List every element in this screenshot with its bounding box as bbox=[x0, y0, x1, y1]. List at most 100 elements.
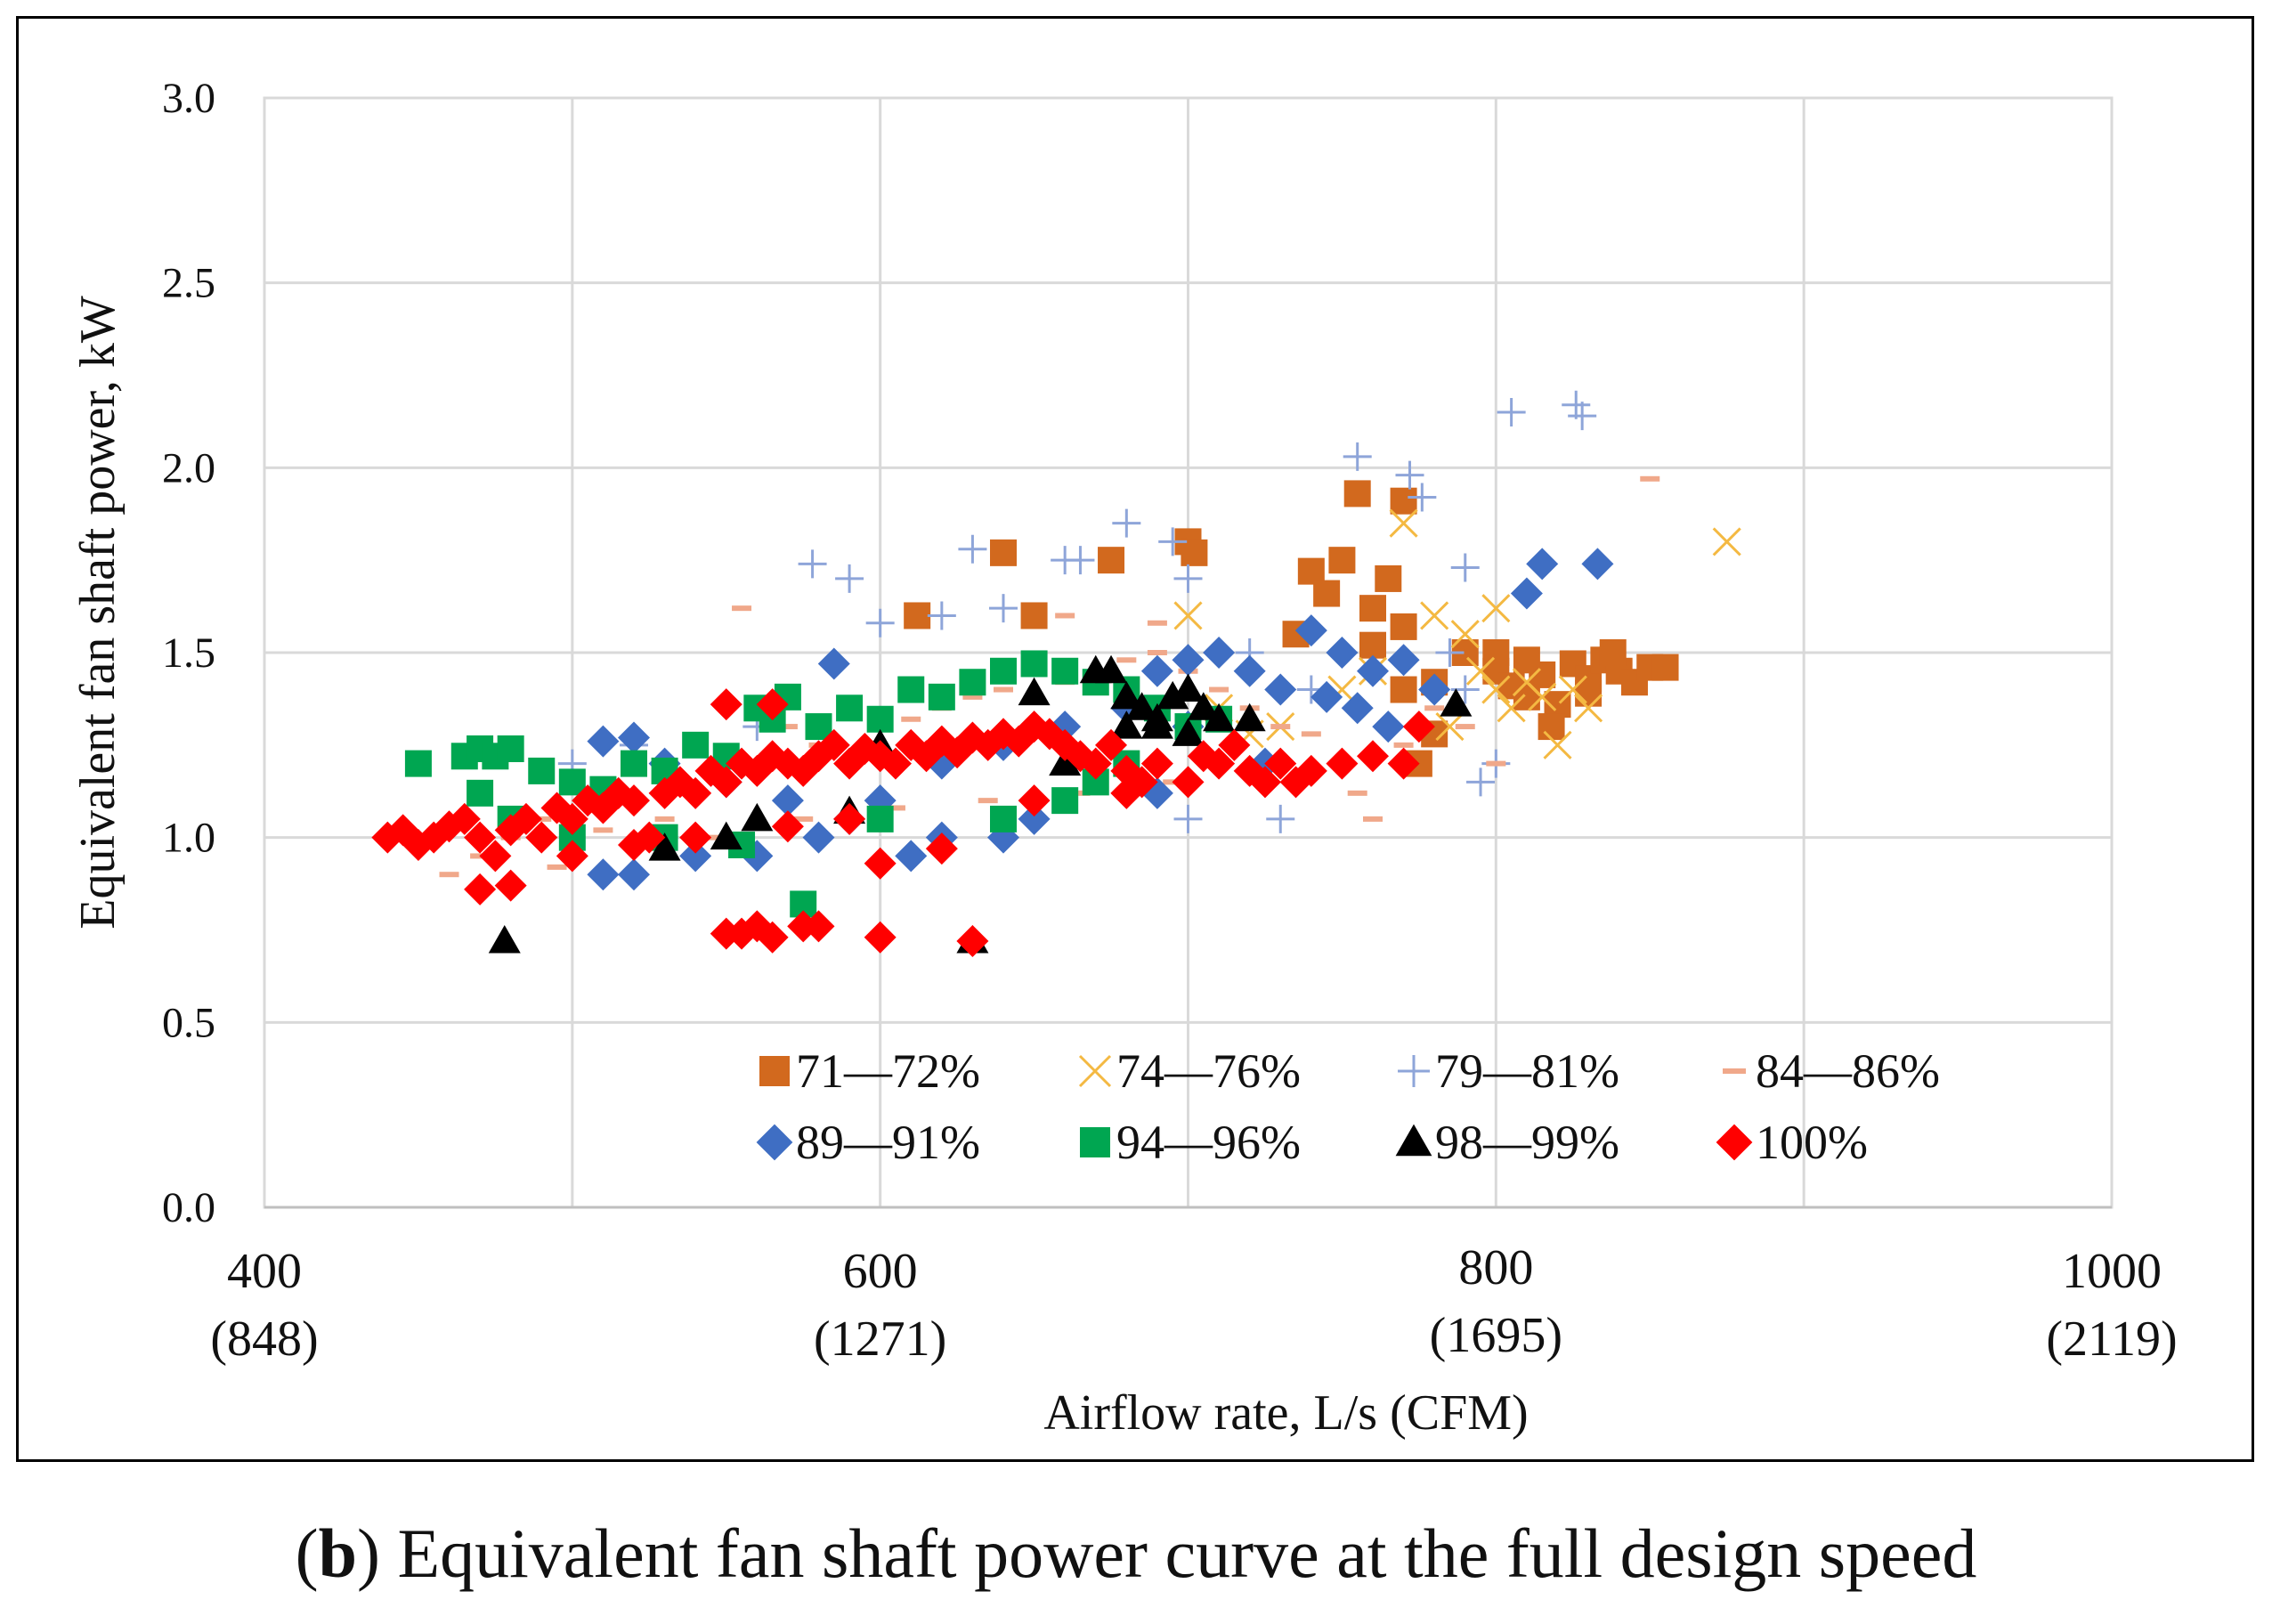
x-axis-title: Airflow rate, L/s (CFM) bbox=[1043, 1385, 1528, 1441]
data-point bbox=[836, 694, 864, 722]
data-point bbox=[1440, 688, 1473, 717]
data-point bbox=[710, 688, 742, 721]
data-point bbox=[1116, 657, 1137, 663]
data-point bbox=[525, 821, 558, 854]
y-tick-label: 1.5 bbox=[162, 629, 215, 677]
data-point bbox=[618, 721, 650, 754]
data-point bbox=[1172, 644, 1205, 677]
x-tick-sublabel: (848) bbox=[210, 1311, 318, 1367]
data-point bbox=[1098, 547, 1125, 574]
caption-text: Equivalent fan shaft power curve at the … bbox=[379, 1514, 1977, 1592]
data-point bbox=[1510, 577, 1543, 610]
data-point bbox=[1574, 694, 1603, 723]
data-point bbox=[448, 802, 481, 835]
data-point bbox=[1359, 631, 1386, 659]
data-point bbox=[1173, 564, 1203, 593]
data-point bbox=[1018, 784, 1051, 817]
data-point bbox=[1466, 767, 1496, 797]
legend-label: 84—86% bbox=[1756, 1044, 1940, 1098]
data-point bbox=[1173, 804, 1203, 833]
data-point bbox=[1049, 747, 1082, 776]
scatter-chart: 0.0 0.5 1.0 1.5 2.0 2.5 3.0 400 (848) 600 (1271) 80… bbox=[70, 75, 2178, 1441]
series-2 bbox=[1173, 508, 1741, 759]
data-point bbox=[654, 816, 675, 822]
data-point bbox=[1294, 754, 1327, 787]
data-point bbox=[1301, 731, 1321, 737]
data-point bbox=[618, 858, 650, 891]
data-point bbox=[1558, 675, 1587, 704]
data-point bbox=[1233, 702, 1266, 732]
data-point bbox=[771, 810, 804, 843]
data-point bbox=[439, 872, 459, 878]
caption-label-close: ) bbox=[357, 1514, 380, 1592]
legend-entry: 79—81% bbox=[1398, 1044, 1619, 1098]
legend-entry: 94—96% bbox=[1080, 1116, 1301, 1169]
y-tick-label: 2.5 bbox=[162, 260, 215, 307]
data-point bbox=[1481, 675, 1511, 704]
data-point bbox=[864, 921, 897, 954]
data-point bbox=[1095, 654, 1128, 684]
data-point bbox=[1526, 548, 1559, 581]
data-point bbox=[1328, 547, 1356, 574]
data-point bbox=[1070, 790, 1091, 796]
series-3 bbox=[557, 390, 1597, 833]
data-point bbox=[1147, 650, 1167, 655]
legend-entry: 84—86% bbox=[1723, 1044, 1940, 1098]
data-point bbox=[1158, 527, 1188, 556]
data-point bbox=[464, 873, 497, 905]
data-point bbox=[865, 608, 895, 637]
data-point bbox=[1203, 747, 1236, 780]
x-tick-label: 1000 bbox=[2062, 1244, 2162, 1299]
data-point bbox=[990, 805, 1017, 832]
data-point bbox=[1233, 654, 1266, 687]
data-point bbox=[587, 858, 620, 891]
data-point bbox=[1110, 710, 1143, 739]
data-point bbox=[990, 539, 1017, 566]
data-point bbox=[1395, 460, 1424, 490]
data-point bbox=[509, 802, 542, 835]
legend-marker bbox=[756, 1124, 793, 1161]
data-point bbox=[587, 725, 620, 758]
data-point bbox=[494, 869, 527, 902]
data-point bbox=[1343, 480, 1371, 508]
legend-label: 71—72% bbox=[796, 1044, 980, 1098]
data-point bbox=[1359, 595, 1386, 622]
legend-marker bbox=[1080, 1127, 1110, 1157]
x-tick-label: 400 bbox=[227, 1244, 302, 1299]
data-point bbox=[710, 766, 742, 799]
y-tick-label: 1.0 bbox=[162, 815, 215, 862]
data-point bbox=[556, 840, 588, 873]
data-point bbox=[1372, 710, 1405, 743]
data-point bbox=[1051, 787, 1079, 815]
data-point bbox=[1020, 602, 1048, 629]
data-point bbox=[989, 594, 1018, 623]
legend-marker bbox=[1723, 1068, 1746, 1074]
legend-label: 98—99% bbox=[1435, 1116, 1619, 1169]
data-point bbox=[925, 832, 958, 865]
data-point bbox=[1110, 776, 1143, 809]
data-point bbox=[710, 821, 742, 850]
data-point bbox=[1455, 724, 1475, 730]
legend-entry: 98—99% bbox=[1395, 1116, 1619, 1169]
data-point bbox=[1110, 680, 1143, 710]
legend-entry: 100% bbox=[1716, 1116, 1868, 1169]
data-point bbox=[798, 549, 827, 579]
data-point bbox=[1450, 620, 1480, 649]
legend-marker bbox=[759, 1056, 790, 1086]
data-point bbox=[618, 828, 650, 861]
data-point bbox=[1341, 692, 1374, 725]
data-point bbox=[962, 694, 983, 700]
data-point bbox=[682, 731, 710, 759]
data-point bbox=[1538, 713, 1565, 741]
data-point bbox=[756, 921, 789, 954]
data-point bbox=[1203, 637, 1236, 669]
data-point bbox=[1156, 680, 1189, 710]
data-point bbox=[1640, 475, 1660, 482]
data-point bbox=[1326, 747, 1359, 780]
figure-caption: (b) Equivalent fan shaft power curve at … bbox=[0, 1514, 2272, 1594]
data-point bbox=[1389, 508, 1418, 538]
data-point bbox=[1187, 692, 1220, 720]
data-point bbox=[1248, 766, 1281, 799]
data-point bbox=[1055, 613, 1075, 619]
data-point bbox=[1357, 654, 1389, 687]
